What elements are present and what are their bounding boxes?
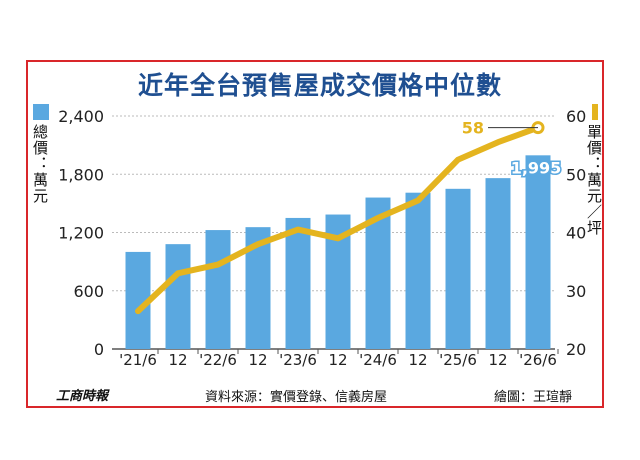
x-tick-label: '22/6 (199, 351, 237, 369)
bar-value-label: 1,995 (511, 158, 562, 177)
chart-title: 近年全台預售屋成交價格中位數 (137, 71, 502, 100)
bar (525, 155, 551, 349)
bar (165, 244, 191, 349)
bar (405, 192, 431, 349)
right-tick-label: 60 (566, 107, 586, 126)
left-tick-label: 2,400 (58, 107, 104, 126)
data-source: 資料來源：實價登錄、信義房屋 (205, 390, 388, 405)
unit-price-line (135, 124, 541, 315)
right-tick-label: 40 (566, 224, 586, 243)
x-tick-label: 12 (328, 351, 347, 369)
bar (485, 178, 511, 349)
bar (445, 188, 471, 349)
right-axis-label: 單價：萬元／坪 (585, 124, 603, 236)
bar (205, 230, 231, 349)
brand-logo: 工商時報 (56, 389, 109, 404)
x-tick-label: 12 (248, 351, 267, 369)
left-tick-label: 0 (94, 340, 104, 359)
x-tick-label: '23/6 (279, 351, 317, 369)
bar (285, 217, 311, 349)
left-tick-label: 1,800 (58, 165, 104, 184)
right-tick-label: 30 (566, 282, 586, 301)
x-tick-label: '21/6 (119, 351, 157, 369)
line-value-label: 58 (462, 119, 484, 138)
x-tick-label: '24/6 (359, 351, 397, 369)
left-tick-label: 1,200 (58, 224, 104, 243)
left-axis-label: 總價：萬元 (31, 124, 49, 204)
x-tick-label: '26/6 (519, 351, 557, 369)
x-tick-label: '25/6 (439, 351, 477, 369)
bar-legend-swatch (33, 104, 49, 120)
x-tick-label: 12 (488, 351, 507, 369)
x-tick-label: 12 (168, 351, 187, 369)
right-tick-label: 20 (566, 340, 586, 359)
left-tick-label: 600 (73, 282, 104, 301)
line-legend-swatch (592, 104, 598, 120)
graphic-credit: 繪圖：王瑄靜 (494, 390, 573, 405)
right-tick-label: 50 (566, 165, 586, 184)
x-tick-label: 12 (408, 351, 427, 369)
